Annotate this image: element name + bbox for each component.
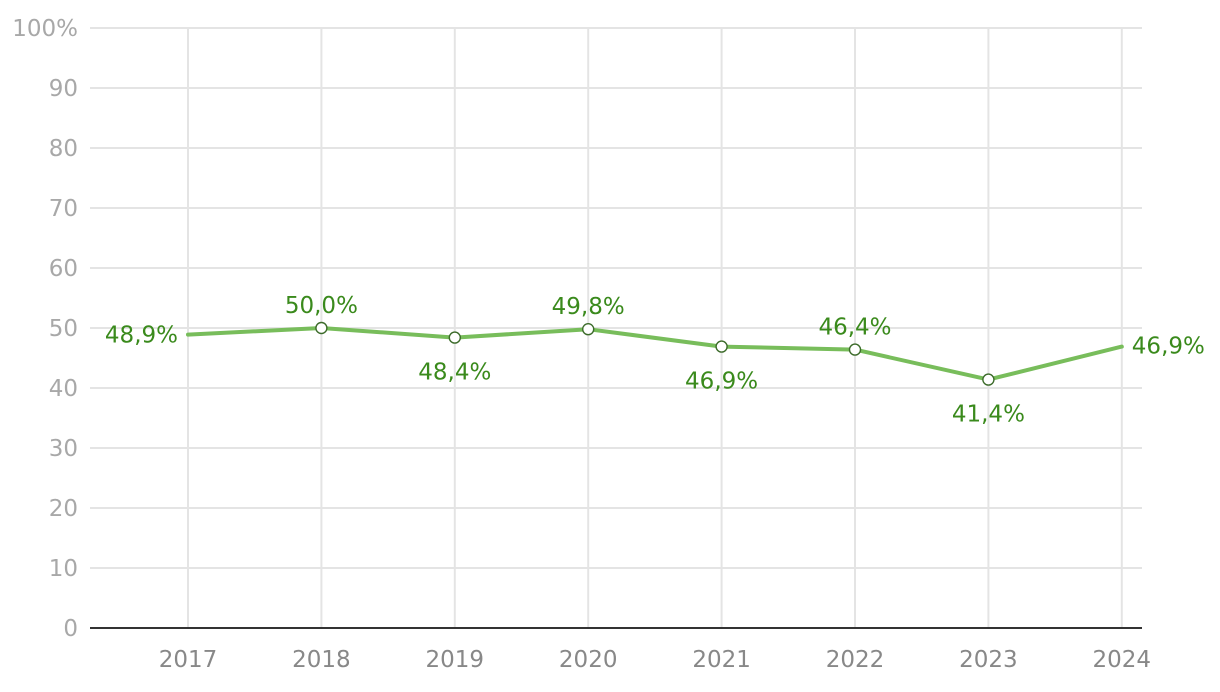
data-point-markers [315,321,995,386]
y-gridlines [90,27,1142,569]
y-tick-label: 60 [49,256,78,282]
x-tick-label: 2021 [692,647,751,673]
x-axis-tick-labels: 2017 2018 2019 2020 2021 2022 2023 2024 [159,647,1151,673]
data-point-marker [315,321,328,335]
data-label: 46,4% [818,315,891,341]
y-tick-label: 20 [49,496,78,522]
data-label: 50,0% [285,293,358,319]
x-tick-label: 2020 [559,647,618,673]
x-tick-label: 2023 [959,647,1018,673]
x-tick-label: 2024 [1093,647,1152,673]
x-tick-label: 2019 [426,647,485,673]
data-point-marker [448,331,461,344]
y-tick-label: 30 [49,436,78,462]
data-point-marker [715,340,728,353]
x-tick-label: 2018 [292,647,351,673]
data-label: 41,4% [952,402,1025,428]
y-tick-label: 50 [49,316,78,342]
y-tick-label: 0 [63,616,78,642]
x-tick-label: 2017 [159,647,218,673]
data-point-marker [582,323,595,336]
data-label: 49,8% [552,294,625,320]
x-tick-label: 2022 [826,647,885,673]
y-tick-label: 80 [49,136,78,162]
data-point-marker [848,343,862,356]
data-label: 48,4% [418,360,491,386]
y-tick-label: 70 [49,196,78,222]
y-tick-label: 10 [49,556,78,582]
data-label: 46,9% [1132,334,1205,360]
data-point-marker [982,373,995,386]
y-tick-label: 40 [49,376,78,402]
y-axis-tick-labels: 0 10 20 30 40 50 60 70 80 90 100% [12,16,78,642]
data-labels: 48,9% 50,0% 48,4% 49,8% 46,9% 46,4% 41,4% 46,9% [105,293,1205,428]
y-tick-label: 100% [12,16,78,42]
data-label: 48,9% [105,323,178,349]
series-line [186,326,1124,382]
y-tick-label: 90 [49,76,78,102]
data-label: 46,9% [685,369,758,395]
